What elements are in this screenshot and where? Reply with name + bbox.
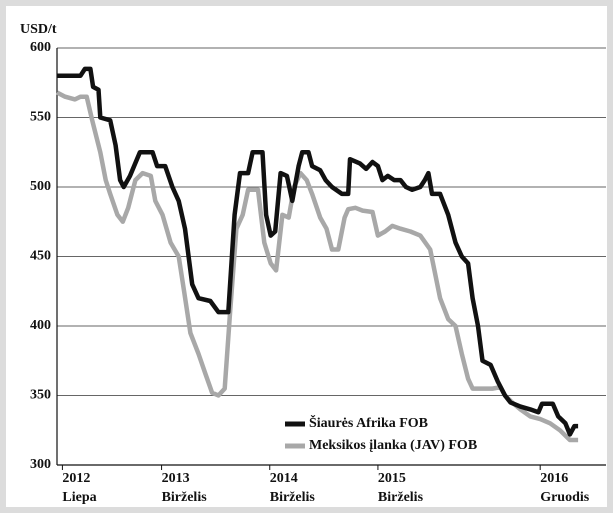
y-tick-label: 550 [30, 110, 51, 125]
y-tick-label: 600 [30, 40, 51, 55]
legend-label: Meksikos įlanka (JAV) FOB [309, 438, 477, 453]
series-line [57, 66, 579, 437]
y-tick-label: 350 [30, 388, 51, 403]
x-tick-label: 2013 [162, 471, 190, 486]
x-tick-label: 2014 [270, 471, 298, 486]
x-tick-label: 2012 [62, 471, 90, 486]
x-tick-label: 2016 [540, 471, 568, 486]
y-tick-label: 400 [30, 318, 51, 333]
y-tick-label: 300 [30, 457, 51, 472]
y-axis-title: USD/t [20, 22, 57, 37]
x-tick-label: Gruodis [540, 490, 590, 505]
x-tick-label: 2015 [378, 471, 406, 486]
x-tick-label: Birželis [162, 490, 208, 505]
x-tick-label: Liepa [62, 490, 96, 505]
x-tick-label: Birželis [378, 490, 424, 505]
y-tick-label: 500 [30, 179, 51, 194]
y-tick-label: 450 [30, 249, 51, 264]
x-tick-label: Birželis [270, 490, 316, 505]
legend-label: Šiaurės Afrika FOB [309, 414, 428, 431]
